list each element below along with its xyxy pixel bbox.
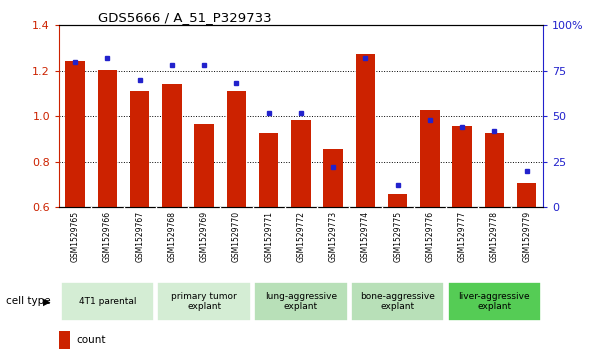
Text: GSM1529772: GSM1529772: [296, 211, 306, 261]
Bar: [291, 119, 310, 207]
Text: GSM1529768: GSM1529768: [168, 211, 176, 261]
Text: GSM1529775: GSM1529775: [393, 211, 402, 262]
FancyBboxPatch shape: [254, 282, 348, 321]
Bar: [65, 61, 85, 207]
Bar: [356, 54, 375, 207]
Bar: [259, 133, 278, 207]
Bar: [162, 84, 182, 207]
Text: GSM1529778: GSM1529778: [490, 211, 499, 261]
Text: ▶: ▶: [42, 296, 50, 306]
Bar: [195, 124, 214, 207]
Text: count: count: [76, 335, 106, 346]
Bar: [59, 331, 70, 349]
Text: GSM1529765: GSM1529765: [71, 211, 80, 262]
Text: GSM1529776: GSM1529776: [425, 211, 434, 262]
Bar: [485, 133, 504, 207]
Text: liver-aggressive
explant: liver-aggressive explant: [458, 291, 530, 311]
FancyBboxPatch shape: [61, 282, 154, 321]
Text: 4T1 parental: 4T1 parental: [78, 297, 136, 306]
Bar: [130, 91, 149, 207]
Text: bone-aggressive
explant: bone-aggressive explant: [360, 291, 435, 311]
Text: GDS5666 / A_51_P329733: GDS5666 / A_51_P329733: [98, 11, 271, 24]
Text: GSM1529779: GSM1529779: [522, 211, 531, 262]
Bar: [323, 149, 343, 207]
Text: primary tumor
explant: primary tumor explant: [171, 291, 237, 311]
FancyBboxPatch shape: [351, 282, 444, 321]
Text: GSM1529771: GSM1529771: [264, 211, 273, 261]
Text: GSM1529769: GSM1529769: [199, 211, 209, 262]
Bar: [227, 91, 246, 207]
Text: cell type: cell type: [6, 296, 51, 306]
Text: GSM1529773: GSM1529773: [329, 211, 337, 262]
Text: GSM1529770: GSM1529770: [232, 211, 241, 262]
Text: GSM1529767: GSM1529767: [135, 211, 144, 262]
FancyBboxPatch shape: [448, 282, 541, 321]
FancyBboxPatch shape: [158, 282, 251, 321]
Text: lung-aggressive
explant: lung-aggressive explant: [265, 291, 337, 311]
Bar: [388, 195, 407, 207]
Text: GSM1529766: GSM1529766: [103, 211, 112, 262]
Bar: [420, 110, 440, 207]
Bar: [453, 126, 472, 207]
Text: GSM1529774: GSM1529774: [361, 211, 370, 262]
Text: GSM1529777: GSM1529777: [458, 211, 467, 262]
Bar: [517, 183, 536, 207]
Bar: [98, 70, 117, 207]
